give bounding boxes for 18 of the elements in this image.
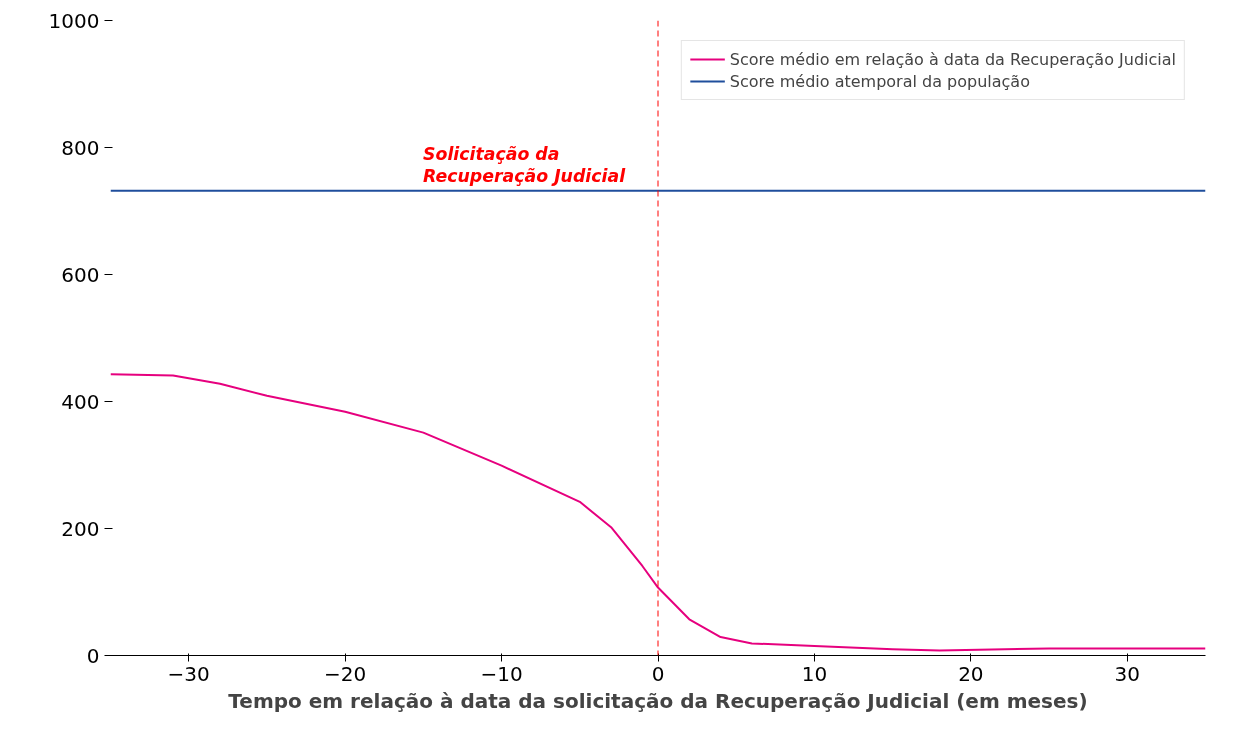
y-tick-label: 800 <box>61 135 100 160</box>
y-tick-label: 600 <box>61 262 100 287</box>
x-tick-label: 10 <box>801 661 828 686</box>
y-tick-label: 200 <box>61 516 100 541</box>
legend-label: Score médio atemporal da população <box>729 71 1030 91</box>
x-tick-label: 30 <box>1114 661 1141 686</box>
x-tick-label: −20 <box>324 661 367 686</box>
x-tick-label: 20 <box>958 661 984 686</box>
line-series <box>110 373 1206 652</box>
y-tick-label: 0 <box>86 643 100 668</box>
x-tick-label: 0 <box>651 661 665 686</box>
annotation: Solicitação da Recuperação Judicial <box>423 143 627 186</box>
y-tick-label: 400 <box>61 389 100 414</box>
x-axis-title: Tempo em relação à data da solicitação da Recuperação Judicial (em meses) <box>228 688 1088 713</box>
legend-label: Score médio em relação à data da Recuperação Judicial <box>729 49 1176 69</box>
y-tick-label: 1000 <box>48 8 100 33</box>
x-tick-label: −10 <box>480 661 523 686</box>
x-tick-label: −30 <box>167 661 210 686</box>
